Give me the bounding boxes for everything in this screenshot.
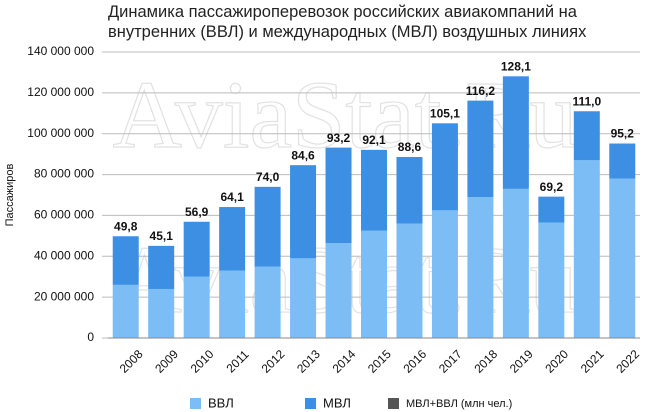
bar-segment [396, 223, 423, 338]
total-label: 49,8 [114, 219, 138, 233]
bar-segment [148, 288, 175, 338]
bar-segment [431, 123, 458, 211]
legend-label: МВЛ [323, 395, 351, 410]
bar-segment [290, 258, 317, 338]
bar-segment [219, 270, 246, 338]
total-label: 93,2 [327, 131, 351, 145]
total-label: 84,6 [291, 148, 315, 162]
y-tick-label: 20 000 000 [34, 289, 94, 303]
x-tick-label: 2021 [578, 347, 607, 376]
x-tick-label: 2014 [330, 347, 359, 376]
legend-swatch [190, 398, 201, 409]
bar-segment [573, 111, 600, 161]
bar-segment [431, 210, 458, 338]
bar-segment [183, 276, 210, 338]
x-tick-label: 2016 [400, 347, 429, 376]
y-tick-label: 40 000 000 [34, 248, 94, 262]
bar-segment [290, 165, 317, 259]
total-label: 128,1 [501, 59, 531, 73]
total-label: 64,1 [220, 190, 244, 204]
bar-segment [148, 245, 175, 289]
bar-segment [502, 188, 529, 338]
bar-segment [219, 207, 246, 271]
legend-label: ВВЛ [208, 395, 234, 410]
bar-segment [361, 230, 387, 338]
x-tick-label: 2020 [542, 347, 571, 376]
x-tick-label: 2019 [507, 347, 536, 376]
bar-segment [112, 284, 139, 338]
total-label: 116,2 [466, 84, 496, 98]
x-tick-label: 2015 [365, 347, 394, 376]
legend-swatch [388, 398, 399, 409]
y-tick-label: 60 000 000 [34, 208, 94, 222]
total-label: 69,2 [540, 180, 564, 194]
x-tick-label: 2018 [471, 347, 500, 376]
bar-segment [325, 243, 352, 338]
y-tick-label: 120 000 000 [27, 85, 94, 99]
bar-segment [609, 143, 636, 179]
bar-segment [502, 76, 529, 189]
total-label: 88,6 [398, 140, 422, 154]
y-tick-label: 140 000 000 [27, 44, 94, 58]
total-label: 111,0 [572, 94, 601, 108]
total-label: 74,0 [256, 170, 280, 184]
total-label: 45,1 [150, 229, 174, 243]
x-tick-label: 2011 [223, 347, 251, 375]
x-tick-label: 2010 [188, 347, 217, 376]
x-tick-label: 2008 [117, 347, 146, 376]
bar-segment [467, 100, 494, 198]
bar-segment [112, 236, 139, 285]
bar-segment [254, 186, 281, 267]
total-label: 56,9 [185, 205, 209, 219]
chart-title: Динамика пассажироперевозок российских а… [108, 3, 587, 41]
y-axis-label: Пассажиров [4, 163, 16, 226]
bar-segment [609, 178, 636, 338]
y-tick-label: 80 000 000 [34, 167, 94, 181]
bar-segment [325, 147, 352, 244]
bar-segment [538, 222, 565, 338]
bar-segment [183, 221, 210, 277]
x-tick-label: 2017 [436, 347, 465, 376]
bar-segment [467, 197, 494, 338]
bar-segment [396, 157, 423, 224]
total-label: 92,1 [362, 133, 386, 147]
y-tick-label: 0 [87, 330, 94, 344]
total-label: 95,2 [611, 127, 635, 141]
legend-label: МВЛ+ВВЛ (млн чел.) [406, 398, 512, 410]
x-tick-label: 2013 [294, 347, 323, 376]
bar-segment [254, 266, 281, 338]
x-tick-label: 2022 [613, 347, 642, 376]
legend-swatch [305, 398, 316, 409]
bar-segment [538, 196, 565, 223]
total-label: 105,1 [430, 106, 460, 120]
x-tick-label: 2009 [152, 347, 181, 376]
bar-segment [573, 160, 600, 338]
y-tick-label: 100 000 000 [27, 126, 94, 140]
x-tick-label: 2012 [259, 347, 288, 376]
bar-segment [361, 149, 387, 231]
